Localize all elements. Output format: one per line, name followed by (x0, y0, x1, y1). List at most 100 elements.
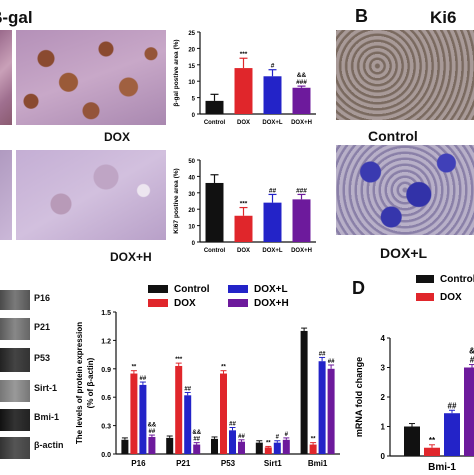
bar (229, 430, 236, 454)
protein-chart: 0.0 0.3 0.6 0.9 1.2 1.5 The levels of protein … (75, 284, 340, 468)
y-tick-label: 1.5 (101, 310, 111, 317)
significance-label: *** (175, 357, 183, 363)
x-tick-label: P16 (131, 459, 146, 468)
legend-label: DOX (174, 298, 196, 309)
x-tick-label: Bmi1 (308, 459, 328, 468)
y-tick-label: 0 (192, 113, 196, 119)
beta-gal-chart: 0 5 10 15 20 25 β-gal postive area (%) Control *… (173, 31, 316, 126)
significance-label: ** (132, 365, 137, 371)
x-tick-label: DOX (237, 120, 250, 126)
bar (205, 100, 224, 114)
y-tick-label: 0.6 (101, 395, 111, 402)
x-tick-label: P53 (221, 459, 236, 468)
bar (444, 413, 460, 456)
significance-label: ## (229, 421, 236, 427)
y-tick-label: 0 (192, 241, 196, 247)
significance-label: ## (319, 351, 326, 357)
significance-label: # (276, 435, 280, 441)
bar (292, 87, 311, 114)
legend-swatch (148, 285, 168, 293)
bar (300, 330, 308, 454)
legend-label: Control (174, 284, 210, 295)
y-tick-label: 4 (381, 334, 386, 343)
significance-label: ### (296, 187, 307, 194)
blot-label-sirt1: Sirt-1 (34, 383, 58, 393)
legend-label: Control (440, 274, 474, 285)
significance-label: ## (328, 359, 335, 365)
y-tick-label: 5 (192, 97, 196, 103)
panel-letter-d: D (352, 278, 365, 298)
y-tick-label: 1.2 (101, 338, 111, 345)
micrograph-beta-gal-partial-top (0, 30, 12, 125)
x-tick-label: DOX+H (291, 120, 312, 126)
x-tick-label: DOX+H (291, 248, 312, 254)
bar (175, 365, 183, 454)
significance-label: ## (238, 434, 245, 440)
panel-letter-b: B (355, 6, 368, 26)
bar (193, 444, 201, 454)
x-tick-label: Sirt1 (264, 459, 282, 468)
x-tick-label: P21 (176, 459, 191, 468)
y-axis-title: The levels of protein expression (75, 322, 84, 444)
x-tick-label: DOX (237, 248, 250, 254)
bar (464, 367, 474, 456)
y-tick-label: 3 (381, 364, 386, 373)
bar (264, 447, 272, 454)
bar (292, 199, 311, 242)
legend-label: DOX+H (254, 298, 289, 309)
bar (211, 438, 218, 454)
micrograph-beta-gal-dox-h (16, 150, 166, 240)
blot-label-p21: P21 (34, 322, 51, 332)
y-axis-title: mRNA fold change (354, 357, 364, 437)
dox-l-label: DOX+L (380, 245, 428, 261)
control-label: Control (368, 128, 418, 144)
legend-label: DOX (440, 292, 462, 303)
significance-label: ### (296, 79, 307, 86)
y-tick-label: 15 (188, 64, 195, 70)
micrograph-ki67-control (336, 30, 474, 120)
significance-label: ## (184, 386, 191, 392)
bar (263, 76, 282, 114)
bar (130, 373, 138, 454)
legend-swatch (416, 275, 434, 283)
y-axis-title: Ki67 postive area (%) (173, 168, 180, 233)
ki67-chart: 0 10 20 30 40 50 Ki67 postive area (%) Control *… (173, 159, 316, 254)
significance-label: ## (269, 187, 277, 194)
legend-swatch (416, 293, 434, 301)
micrograph-beta-gal-dox (16, 30, 166, 125)
significance-label: ** (311, 437, 316, 443)
significance-label: ## (149, 429, 156, 435)
micrograph-ki67-dox-l (336, 145, 474, 235)
y-tick-label: 0.9 (101, 367, 111, 374)
x-tick-label: Control (204, 248, 226, 254)
blot-label-p53: P53 (34, 353, 51, 363)
bar (205, 182, 224, 242)
y-tick-label: 0 (381, 452, 386, 461)
bar (404, 426, 420, 456)
y-axis-title: (% of β-actin) (86, 357, 95, 408)
significance-label: # (285, 432, 289, 438)
bar (139, 384, 147, 454)
x-tick-label: Bmi-1 (428, 462, 456, 473)
significance-label: & (469, 347, 474, 356)
y-tick-label: 10 (188, 80, 195, 86)
y-tick-label: 40 (188, 175, 195, 181)
y-tick-label: 20 (188, 208, 195, 214)
bar (121, 439, 129, 454)
bar (234, 68, 253, 114)
y-tick-label: 0.0 (101, 452, 111, 459)
bar (238, 441, 245, 454)
significance-label: ## (193, 437, 200, 443)
y-tick-label: 2 (381, 393, 386, 402)
significance-label: # (470, 356, 474, 365)
bar (282, 439, 290, 454)
bar (220, 373, 227, 454)
significance-label: && (192, 430, 201, 436)
bar (318, 361, 326, 454)
bar (166, 437, 174, 454)
y-tick-label: 10 (188, 225, 195, 231)
significance-label: && (297, 72, 307, 79)
y-tick-label: 0.3 (101, 424, 111, 431)
bar (234, 215, 253, 242)
dox-h-label: DOX+H (110, 250, 152, 264)
